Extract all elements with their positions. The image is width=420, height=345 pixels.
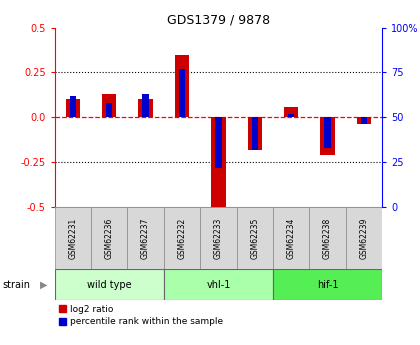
Bar: [127, 207, 164, 269]
Text: GSM62233: GSM62233: [214, 217, 223, 259]
Text: GSM62232: GSM62232: [178, 217, 186, 259]
Text: GSM62231: GSM62231: [68, 217, 77, 259]
Text: ▶: ▶: [40, 280, 48, 289]
Text: GSM62235: GSM62235: [250, 217, 259, 259]
Bar: [320, 117, 335, 155]
Bar: [55, 269, 164, 300]
Bar: [211, 117, 226, 210]
Bar: [252, 117, 258, 150]
Text: GSM62236: GSM62236: [105, 217, 114, 259]
Bar: [164, 207, 200, 269]
Bar: [324, 117, 331, 148]
Bar: [179, 69, 185, 117]
Text: GSM62238: GSM62238: [323, 217, 332, 259]
Text: GSM62234: GSM62234: [287, 217, 296, 259]
Bar: [247, 117, 262, 150]
Text: GSM62237: GSM62237: [141, 217, 150, 259]
Text: hif-1: hif-1: [317, 280, 339, 289]
Bar: [66, 99, 80, 117]
Bar: [70, 96, 76, 117]
Bar: [55, 207, 91, 269]
Legend: log2 ratio, percentile rank within the sample: log2 ratio, percentile rank within the s…: [59, 305, 223, 326]
Bar: [102, 94, 116, 117]
Bar: [361, 117, 367, 125]
Bar: [273, 207, 310, 269]
Bar: [175, 55, 189, 117]
Bar: [346, 207, 382, 269]
Bar: [284, 107, 299, 117]
Bar: [138, 99, 153, 117]
Bar: [164, 269, 273, 300]
Text: GSM62239: GSM62239: [360, 217, 368, 259]
Bar: [288, 114, 294, 117]
Bar: [273, 269, 382, 300]
Bar: [91, 207, 127, 269]
Text: wild type: wild type: [87, 280, 131, 289]
Bar: [200, 207, 236, 269]
Bar: [215, 117, 222, 168]
Bar: [142, 94, 149, 117]
Title: GDS1379 / 9878: GDS1379 / 9878: [167, 13, 270, 27]
Bar: [106, 103, 113, 117]
Text: strain: strain: [2, 280, 30, 289]
Bar: [357, 117, 371, 125]
Bar: [236, 207, 273, 269]
Text: vhl-1: vhl-1: [206, 280, 231, 289]
Bar: [310, 207, 346, 269]
